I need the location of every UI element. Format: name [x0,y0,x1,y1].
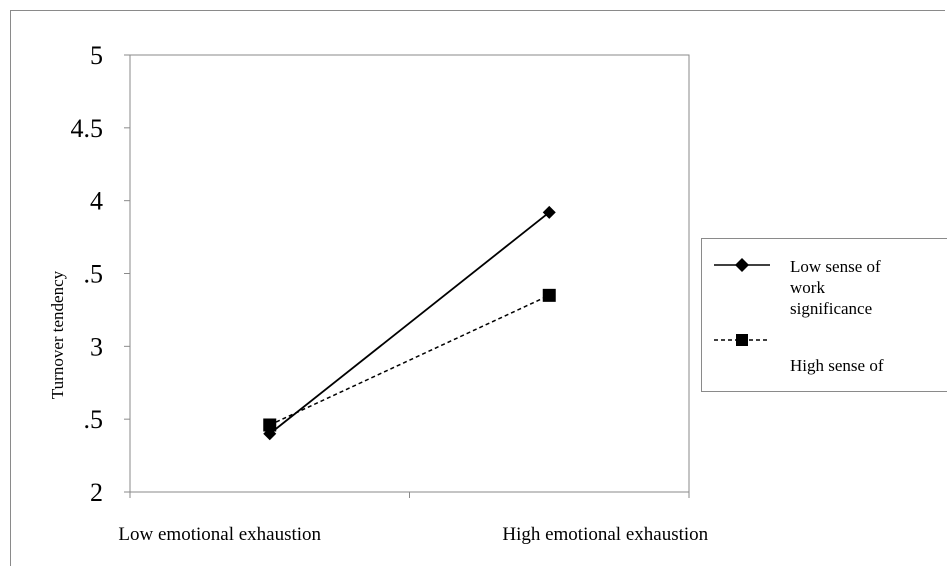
y-tick-label: 2 [90,478,103,507]
plot-area [129,54,690,493]
y-tick-label: 3 [90,332,103,361]
x-category-label: Low emotional exhaustion [118,524,321,545]
data-point [263,418,277,432]
legend-symbol-low-significance [714,257,770,273]
legend-line: Low sense of [790,257,881,276]
x-axis-ticks: Low emotional exhaustion High emotional e… [118,492,709,545]
series-line [269,211,550,435]
series-line [269,294,550,426]
legend-line: significance [790,299,873,318]
legend-label-high-significance: High sense of [790,355,883,376]
data-point [542,288,556,302]
legend-symbol-high-significance [714,332,770,348]
figure-frame [10,10,945,566]
legend-line: High sense of [790,356,884,375]
y-tick-label: 5 [90,41,103,70]
legend-line: work [790,278,825,297]
x-category-label: High emotional exhaustion [502,524,708,545]
y-tick-label: .5 [84,260,104,289]
legend: Low sense of work significance High sens… [701,238,947,392]
y-tick-label: 4 [90,187,103,216]
y-axis-label: Turnover tendency [48,270,67,399]
y-tick-label: 4.5 [71,114,104,143]
y-tick-label: .5 [84,405,104,434]
data-point [542,205,556,219]
y-axis-ticks: 2 .5 3 .5 4 4.5 5 [71,41,130,507]
legend-label-low-significance: Low sense of work significance [790,256,881,319]
series-layer [263,205,556,441]
